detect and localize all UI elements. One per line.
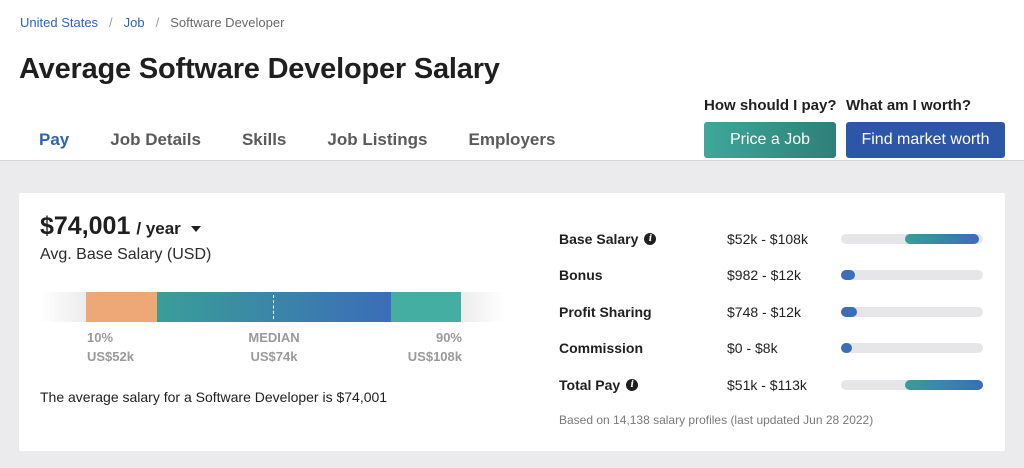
salary-period-dropdown[interactable]: / year [136,219,181,238]
salary-footnote: Based on 14,138 salary profiles (last up… [559,413,874,427]
breadcrumb-link-job[interactable]: Job [123,15,145,30]
percentile-90-value: US$108k [407,349,462,364]
comp-row-bonus: Bonus $982 - $12k [559,265,989,285]
comp-name: Total Pay i [559,377,727,393]
median-marker [273,295,274,319]
average-salary-value: $74,001 [40,212,131,240]
comp-range-track [841,270,983,280]
breadcrumb-current: Software Developer [170,15,285,30]
tab-pay[interactable]: Pay [19,122,90,165]
comp-range: $982 - $12k [727,267,801,283]
comp-range-fill [904,380,983,390]
range-segment-middle [157,292,391,322]
info-icon[interactable]: i [644,233,657,245]
median-title: MEDIAN [248,330,300,345]
comp-range-track [841,343,983,353]
comp-row-commission: Commission $0 - $8k [559,338,989,358]
market-worth-question: What am I worth? [846,97,971,114]
range-segment-low [86,292,157,322]
comp-row-profit-sharing: Profit Sharing $748 - $12k [559,302,989,322]
comp-name-text: Bonus [559,267,603,283]
page-title: Average Software Developer Salary [19,53,500,85]
comp-range-fill [904,234,979,244]
breadcrumb-separator: / [109,15,113,30]
tab-employers[interactable]: Employers [468,130,556,149]
percentile-90-label: 90% US$108k [390,328,462,366]
comp-name-text: Total Pay [559,377,621,393]
percentile-10-title: 10% [87,330,114,345]
salary-range-bar [40,292,505,322]
price-job-group: How should I pay? Price a Job [704,97,837,158]
range-fade-left [40,292,86,322]
salary-card [19,193,1005,451]
salary-summary-text: The average salary for a Software Develo… [40,389,388,405]
average-salary-label: Avg. Base Salary (USD) [40,246,212,263]
breadcrumb-separator: / [155,15,160,30]
comp-range-fill [841,307,857,317]
price-a-job-button[interactable]: Price a Job [704,122,836,158]
tab-skills[interactable]: Skills [241,130,287,149]
info-icon[interactable]: i [626,379,639,391]
comp-range: $51k - $113k [727,377,807,393]
salary-amount-row: $74,001 / year [40,212,201,241]
percentile-10-value: US$52k [87,349,134,364]
comp-range-track [841,307,983,317]
comp-range-track [841,380,983,390]
comp-range-track [841,234,983,244]
median-label: MEDIAN US$74k [240,328,308,366]
comp-range-fill [841,343,853,353]
percentile-10-label: 10% US$52k [87,328,134,366]
comp-name-text: Commission [559,340,644,356]
comp-name-text: Base Salary [559,231,639,247]
caret-down-icon[interactable] [190,225,201,232]
comp-range: $0 - $8k [727,340,778,356]
comp-name: Bonus [559,267,727,283]
comp-name: Commission [559,340,727,356]
tab-bar: Pay Job Details Skills Job Listings Empl… [19,122,596,165]
comp-name: Profit Sharing [559,304,727,320]
tab-job-details[interactable]: Job Details [110,130,201,149]
comp-range: $748 - $12k [727,304,801,320]
comp-row-total-pay: Total Pay i $51k - $113k [559,375,989,395]
market-worth-group: What am I worth? Find market worth [846,97,1005,158]
comp-range: $52k - $108k [727,231,808,247]
comp-row-base-salary: Base Salary i $52k - $108k [559,229,989,249]
comp-range-fill [841,270,856,280]
range-fade-right [461,292,505,322]
median-value: US$74k [250,349,298,364]
tab-job-listings[interactable]: Job Listings [327,130,428,149]
percentile-90-title: 90% [435,330,462,345]
breadcrumb: United States / Job / Software Developer [20,15,284,30]
find-market-worth-button[interactable]: Find market worth [846,122,1005,158]
comp-name: Base Salary i [559,231,727,247]
comp-name-text: Profit Sharing [559,304,652,320]
price-job-question: How should I pay? [704,97,837,114]
range-segment-high [391,292,461,322]
breadcrumb-link-country[interactable]: United States [20,15,99,30]
